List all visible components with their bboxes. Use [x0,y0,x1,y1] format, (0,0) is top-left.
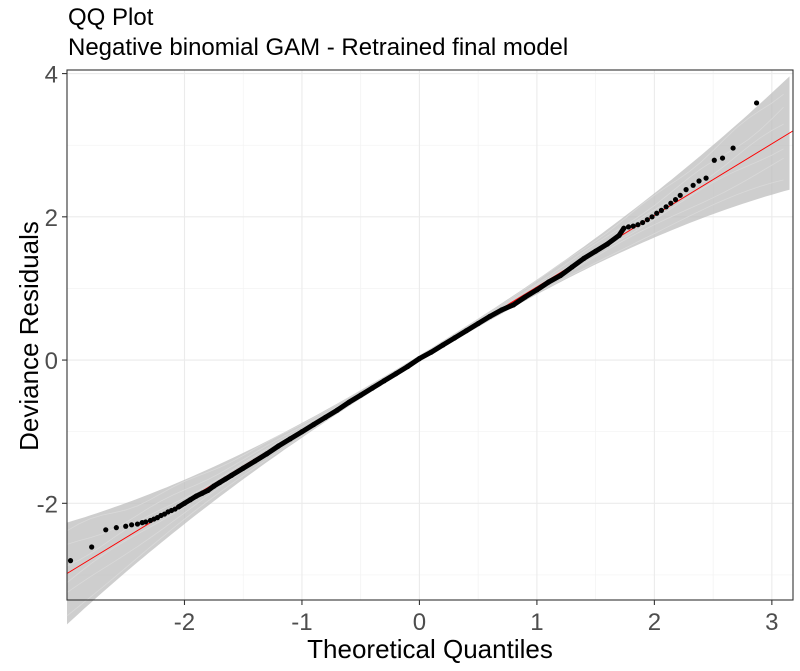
data-point [240,465,246,471]
simulation-trace [66,179,784,617]
data-point [625,224,632,230]
x-tick-label: -1 [291,609,312,636]
data-point [143,519,149,525]
data-point [275,443,282,449]
data-point [475,320,481,327]
data-point [640,219,646,226]
data-point [134,521,141,527]
data-point [616,232,622,239]
data-point [696,178,702,184]
x-tick-label: -2 [174,609,195,636]
data-point [381,378,387,384]
data-point [649,214,655,220]
data-point [621,225,627,231]
data-point [581,255,587,261]
data-point [416,356,423,362]
data-point [546,279,552,285]
data-point [672,197,679,203]
chart-subtitle: Negative binomial GAM - Retrained final … [68,34,569,61]
data-point [630,223,636,229]
data-point [228,472,235,478]
data-point [129,522,135,528]
data-point [89,544,95,550]
data-point [311,421,317,428]
data-point [730,145,736,151]
x-tick-label: 2 [648,609,661,636]
data-point [187,497,193,503]
data-point [487,313,493,319]
data-point [264,451,270,457]
data-point [658,207,665,213]
data-points [67,100,760,564]
data-point [668,200,674,206]
data-point [753,100,760,106]
data-point [67,558,74,564]
data-point [690,182,696,188]
chart-title: QQ Plot [68,4,154,31]
simulation-trace [66,93,784,532]
x-tick-label: 1 [530,609,543,636]
data-point [711,157,717,163]
data-point [677,192,683,198]
data-point [719,155,726,161]
data-point [703,175,709,181]
data-point [463,328,470,334]
y-tick-label: 0 [45,348,58,375]
data-point [644,217,650,223]
data-point [103,527,109,533]
y-tick-label: 4 [45,62,58,89]
x-axis-title: Theoretical Quantiles [307,634,553,664]
data-point [604,241,610,247]
data-point [252,458,258,464]
data-point [452,335,458,341]
data-point [569,264,575,270]
y-tick-label: 2 [45,205,58,232]
data-point [211,483,217,489]
simulation-envelope [66,76,790,625]
data-point [654,210,660,216]
data-point [635,222,641,228]
data-point [510,302,517,308]
data-point [193,493,199,499]
data-point [181,500,188,506]
data-point [358,392,364,398]
data-point [334,407,340,413]
data-point [663,204,669,210]
x-axis-ticks: -2 -1 0 1 2 3 [174,600,779,636]
data-point [499,307,505,313]
data-point [369,385,376,391]
data-point [557,272,563,279]
data-point [299,429,305,435]
data-point [683,187,689,193]
y-axis-title: Deviance Residuals [14,221,44,451]
data-point [123,523,129,529]
data-point [405,363,411,370]
data-point [593,248,599,254]
data-point [440,342,446,348]
x-tick-label: 3 [765,609,778,636]
panel-border [66,69,794,601]
data-point [217,479,223,486]
data-point [428,349,434,355]
simulation-trace [66,106,784,545]
data-point [199,490,205,496]
data-point [113,525,119,531]
data-point [287,436,293,442]
data-point [222,476,229,482]
x-tick-label: 0 [413,609,426,636]
y-tick-label: -2 [37,491,58,518]
data-point [205,487,211,494]
y-axis-ticks: -2 0 2 4 [37,62,67,518]
data-point [534,287,540,293]
data-point [393,371,399,377]
data-point [176,504,182,510]
data-point [322,414,329,420]
data-point [522,294,528,300]
data-point [346,399,352,405]
